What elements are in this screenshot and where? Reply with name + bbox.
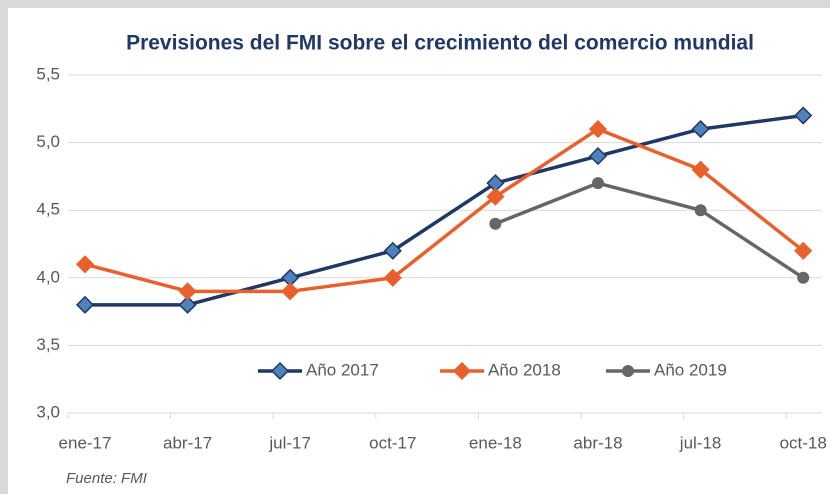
point xyxy=(691,120,710,139)
point xyxy=(592,177,604,190)
legend-label: Año 2017 xyxy=(306,360,379,379)
y-tick-label: 5,0 xyxy=(36,132,60,151)
y-tick-label: 4,0 xyxy=(36,267,60,286)
point xyxy=(383,268,402,287)
series-line xyxy=(85,113,804,307)
x-tick-label: oct-17 xyxy=(369,433,416,452)
point xyxy=(75,295,95,314)
point xyxy=(281,282,300,301)
background xyxy=(8,8,830,494)
source: Fuente: FMI xyxy=(66,470,147,487)
chart-title: Previsiones del FMI sobre el crecimiento… xyxy=(126,32,754,55)
point xyxy=(178,295,197,314)
point xyxy=(797,271,810,284)
y-tick-label: 3,0 xyxy=(36,402,60,421)
point xyxy=(691,160,710,179)
legend-label: Año 2019 xyxy=(654,360,727,379)
y-tick-label: 3,5 xyxy=(36,335,60,354)
legend-marker xyxy=(622,365,634,377)
series-line xyxy=(84,127,805,294)
x-tick-label: oct-18 xyxy=(780,433,827,452)
point xyxy=(383,241,402,260)
x-tick-label: ene-17 xyxy=(59,433,112,452)
point xyxy=(588,120,608,139)
point xyxy=(794,106,813,125)
point xyxy=(489,217,502,230)
point xyxy=(75,255,95,274)
legend-marker xyxy=(452,361,472,381)
y-tick-label: 5,5 xyxy=(36,64,60,83)
point xyxy=(588,147,608,166)
series-line xyxy=(494,181,805,280)
x-tick-label: jul-18 xyxy=(679,433,722,452)
point xyxy=(486,187,505,206)
x-tick-label: abr-18 xyxy=(573,433,622,452)
y-tick-label: 4,5 xyxy=(36,200,60,219)
point xyxy=(694,204,707,217)
point xyxy=(178,282,197,301)
legend-marker xyxy=(270,361,290,381)
point xyxy=(794,241,813,260)
x-tick-label: jul-17 xyxy=(268,433,311,452)
x-tick-label: abr-17 xyxy=(163,433,212,452)
x-tick-label: ene-18 xyxy=(469,433,522,452)
legend-label: Año 2018 xyxy=(488,360,561,379)
